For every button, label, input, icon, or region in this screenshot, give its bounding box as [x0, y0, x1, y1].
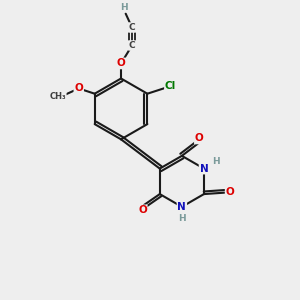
Text: H: H — [120, 3, 128, 12]
Text: O: O — [138, 205, 147, 215]
Text: O: O — [226, 187, 234, 197]
Text: Cl: Cl — [165, 81, 176, 91]
Text: O: O — [117, 58, 125, 68]
Text: H: H — [212, 157, 220, 166]
Text: O: O — [195, 134, 204, 143]
Text: N: N — [200, 164, 208, 174]
Text: C: C — [129, 23, 135, 32]
Text: C: C — [129, 41, 135, 50]
Text: CH₃: CH₃ — [49, 92, 66, 101]
Text: H: H — [178, 214, 186, 224]
Text: O: O — [74, 83, 83, 94]
Text: N: N — [178, 202, 186, 212]
